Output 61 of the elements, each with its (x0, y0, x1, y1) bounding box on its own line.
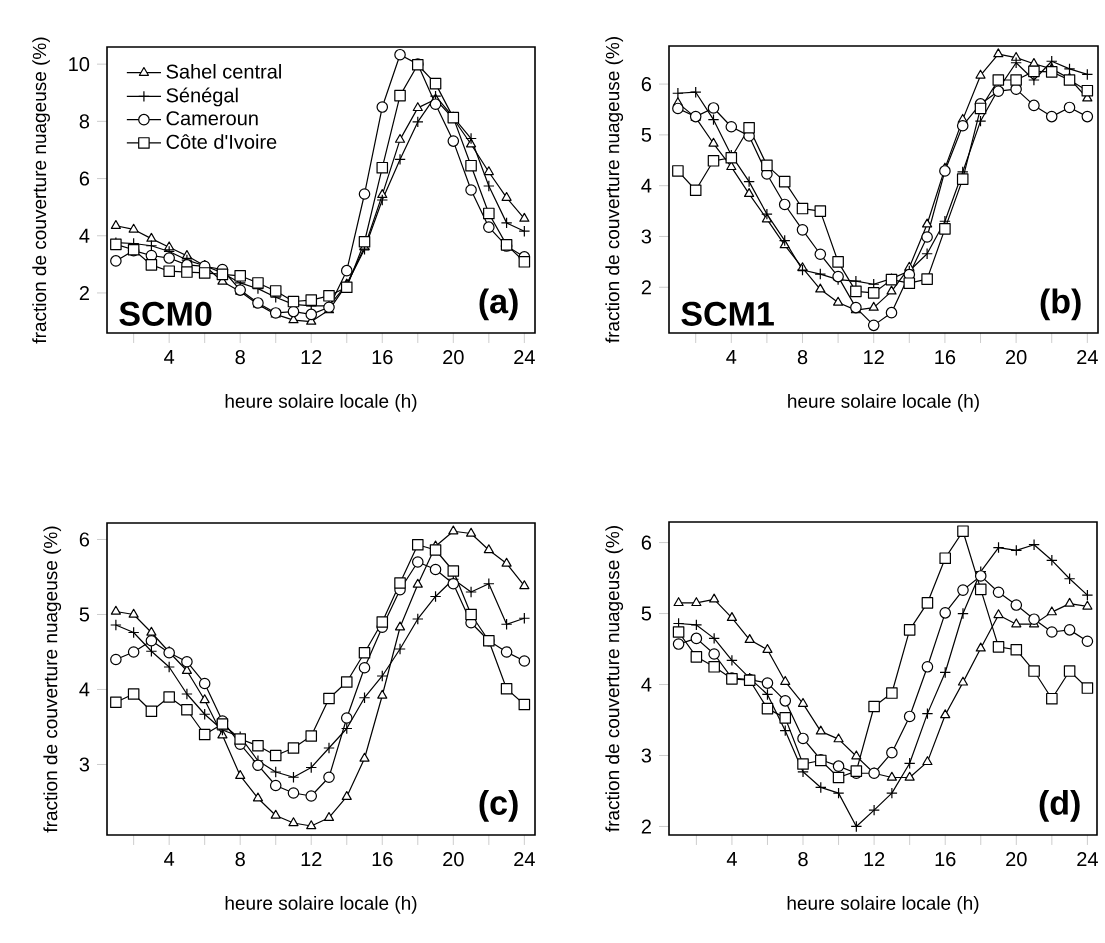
x-tick-label: 12 (301, 852, 322, 867)
x-axis-title: heure solaire locale (h) (788, 393, 979, 412)
x-tick-label: 4 (726, 350, 737, 364)
y-tick-label: 8 (79, 114, 90, 129)
x-axis-title: heure solaire locale (h) (225, 895, 417, 914)
x-tick-label: 20 (443, 350, 464, 365)
y-tick-label: 5 (641, 606, 652, 621)
x-tick-label: 8 (798, 852, 808, 867)
y-axis-title: fraction de couverture nuageuse (%) (605, 526, 624, 832)
x-tick-label: 12 (864, 350, 884, 365)
x-tick-label: 20 (443, 852, 464, 867)
y-tick-label: 3 (79, 757, 90, 772)
annotation: (d) (1039, 789, 1080, 822)
x-axis-title: heure solaire locale (h) (225, 393, 417, 412)
x-tick-label: 20 (1006, 350, 1027, 365)
annotation: (c) (479, 790, 518, 822)
y-tick-label: 4 (641, 178, 652, 193)
x-tick-label: 24 (1077, 350, 1098, 365)
x-tick-label: 8 (235, 350, 245, 365)
x-tick-label: 12 (301, 350, 322, 365)
x-tick-label: 12 (864, 852, 885, 867)
x-tick-label: 4 (726, 852, 737, 866)
annotation: SCM0 (119, 301, 212, 326)
x-tick-label: 4 (164, 852, 175, 866)
y-tick-label: 4 (641, 677, 652, 692)
y-tick-label: 3 (641, 748, 652, 763)
y-tick-label: 6 (79, 171, 90, 186)
x-tick-label: 8 (235, 852, 245, 867)
legend-label: Côte d'Ivoire (166, 134, 277, 149)
x-tick-label: 16 (935, 852, 956, 867)
y-tick-label: 3 (641, 229, 652, 244)
x-tick-label: 20 (1006, 852, 1027, 867)
annotation: SCM1 (681, 301, 774, 326)
x-axis-title: heure solaire locale (h) (787, 895, 979, 914)
y-tick-label: 6 (641, 77, 652, 92)
legend-label: Sénégal (166, 87, 238, 107)
y-tick-label: 2 (79, 285, 89, 300)
y-tick-label: 5 (79, 607, 90, 622)
y-tick-label: 5 (641, 127, 652, 142)
annotation: (b) (1040, 288, 1081, 321)
x-tick-label: 8 (797, 350, 808, 365)
x-tick-label: 4 (164, 350, 175, 364)
x-tick-label: 24 (514, 852, 535, 867)
y-tick-label: 2 (641, 819, 651, 834)
legend-label: Sahel central (166, 63, 281, 79)
x-tick-label: 16 (935, 350, 956, 365)
x-tick-label: 24 (514, 350, 535, 365)
y-tick-label: 6 (79, 532, 90, 547)
y-tick-label: 2 (641, 280, 651, 295)
y-tick-label: 6 (641, 535, 652, 550)
y-axis-title: fraction de couverture nuageuse (%) (605, 37, 624, 343)
annotation: (a) (479, 288, 518, 321)
legend-label: Cameroun (166, 111, 258, 126)
y-tick-label: 10 (69, 57, 90, 72)
x-tick-label: 16 (372, 350, 393, 365)
x-tick-label: 24 (1077, 852, 1098, 867)
y-axis-title: fraction de couverture nuageuse (%) (32, 37, 50, 344)
y-tick-label: 4 (79, 682, 90, 697)
x-tick-label: 16 (372, 852, 393, 867)
y-axis-title: fraction de couverture nuageuse (%) (43, 526, 62, 833)
y-tick-label: 4 (79, 228, 90, 243)
